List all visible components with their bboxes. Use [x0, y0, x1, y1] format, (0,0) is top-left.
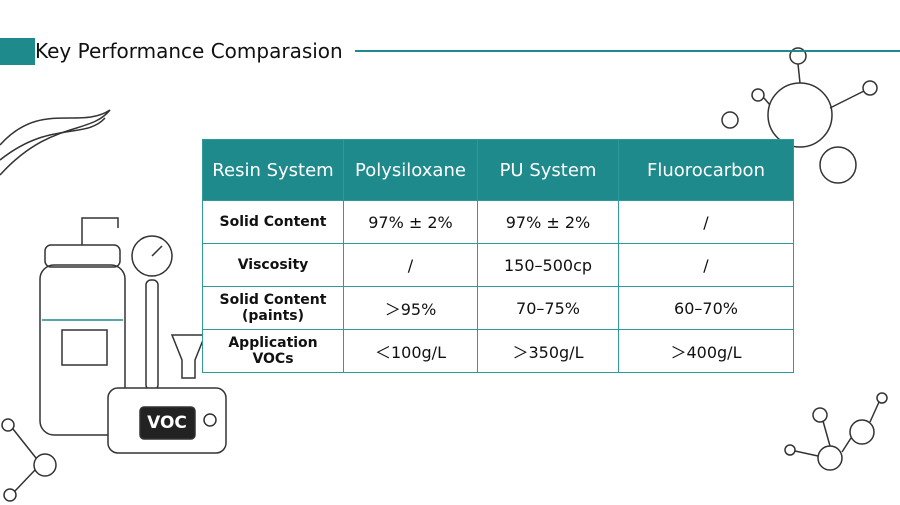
table-cell: ＜100g/L	[343, 329, 478, 373]
bond	[12, 428, 37, 492]
thermometer	[145, 279, 159, 391]
table-row: Solid Content (paints) ＞95% 70–75% 60–70%	[202, 286, 794, 330]
molecule	[817, 445, 843, 471]
jar	[39, 264, 126, 436]
row-header: Viscosity	[202, 243, 344, 287]
device-screen	[139, 406, 196, 440]
column-header: Resin System	[202, 139, 344, 201]
row-header: Application VOCs	[202, 329, 344, 373]
table-row: Solid Content 97% ± 2% 97% ± 2% /	[202, 200, 794, 244]
gauge-needle	[151, 245, 163, 257]
knob	[203, 413, 217, 427]
title-block	[0, 38, 35, 65]
bond	[763, 63, 865, 109]
molecule	[3, 488, 17, 502]
table-cell: ＞95%	[343, 286, 478, 330]
molecule	[721, 111, 739, 129]
molecule	[767, 82, 833, 148]
table-cell: 70–75%	[477, 286, 619, 330]
molecule	[812, 407, 828, 423]
row-header: Solid Content	[202, 200, 344, 244]
comparison-table: Resin System Polysiloxane PU System Fluoroc…	[202, 139, 794, 373]
molecule	[819, 146, 857, 184]
table-cell: 150–500cp	[477, 243, 619, 287]
molecule	[33, 453, 57, 477]
flask	[170, 334, 207, 379]
gauge	[131, 235, 173, 277]
table-cell: /	[618, 243, 794, 287]
title: Key Performance Comparasion	[35, 39, 343, 63]
column-header: Fluorocarbon	[618, 139, 794, 201]
molecule	[784, 444, 796, 456]
column-header: PU System	[477, 139, 619, 201]
molecule	[751, 88, 765, 102]
bond	[794, 401, 880, 457]
table-cell: /	[618, 200, 794, 244]
jar-label	[61, 329, 108, 366]
jar-lid	[44, 244, 121, 268]
table-row: Application VOCs ＜100g/L ＞350g/L ＞400g/L	[202, 329, 794, 373]
table-cell: 97% ± 2%	[343, 200, 478, 244]
molecule	[1, 418, 15, 432]
title-rule	[355, 50, 900, 52]
swirl	[0, 117, 106, 161]
table-cell: 60–70%	[618, 286, 794, 330]
molecule	[862, 80, 878, 96]
device-label: VOC	[147, 413, 187, 433]
column-header: Polysiloxane	[343, 139, 478, 201]
molecule	[876, 392, 888, 404]
swirl	[0, 109, 111, 176]
table-row: Viscosity/150–500cp /	[202, 243, 794, 287]
table-cell: ＞400g/L	[618, 329, 794, 373]
molecule	[849, 419, 875, 445]
row-header: Solid Content (paints)	[202, 286, 344, 330]
pump	[81, 217, 119, 245]
table-cell: /	[343, 243, 478, 287]
table-cell: ＞350g/L	[477, 329, 619, 373]
table-cell: 97% ± 2%	[477, 200, 619, 244]
header-row: Resin System Polysiloxane PU System Fluoroc…	[202, 139, 794, 201]
